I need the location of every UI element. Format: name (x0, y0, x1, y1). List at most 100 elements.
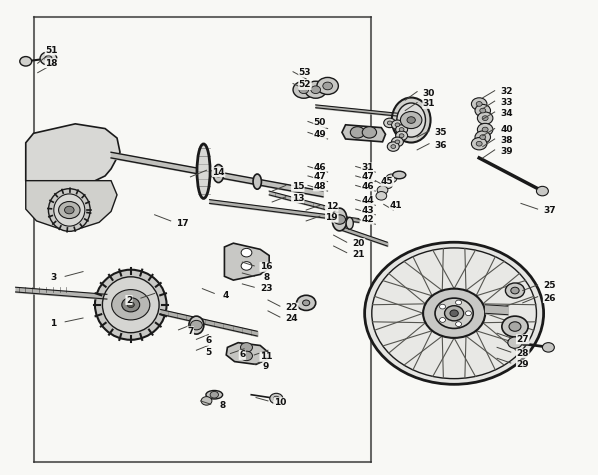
Text: 31: 31 (423, 99, 435, 108)
Text: 53: 53 (299, 68, 311, 77)
Text: 31: 31 (361, 163, 374, 172)
Circle shape (112, 290, 150, 320)
Ellipse shape (189, 316, 204, 334)
Circle shape (392, 120, 404, 130)
Circle shape (477, 124, 493, 136)
Circle shape (536, 186, 548, 196)
Text: 8: 8 (219, 401, 226, 410)
Text: 24: 24 (285, 314, 298, 323)
Text: 46: 46 (361, 182, 374, 191)
Circle shape (477, 112, 493, 124)
Circle shape (475, 104, 490, 117)
Text: 45: 45 (381, 177, 393, 186)
Circle shape (241, 262, 252, 270)
Text: 39: 39 (501, 147, 513, 156)
Circle shape (396, 125, 408, 134)
Circle shape (311, 86, 321, 94)
Circle shape (440, 318, 446, 323)
Polygon shape (226, 342, 268, 364)
Text: 15: 15 (292, 182, 304, 191)
Circle shape (305, 81, 327, 98)
Text: 3: 3 (50, 273, 56, 282)
Circle shape (240, 342, 252, 352)
Circle shape (376, 191, 387, 200)
Text: 13: 13 (292, 194, 304, 203)
Text: 20: 20 (352, 238, 365, 247)
Circle shape (270, 393, 283, 404)
Text: 8: 8 (263, 273, 269, 282)
Circle shape (384, 118, 396, 128)
Circle shape (465, 311, 471, 316)
Circle shape (388, 142, 399, 152)
Circle shape (444, 306, 463, 321)
Circle shape (435, 298, 473, 328)
Text: 17: 17 (176, 219, 189, 228)
Circle shape (475, 131, 490, 143)
Circle shape (190, 320, 202, 330)
Circle shape (297, 295, 316, 311)
Circle shape (372, 248, 536, 379)
Circle shape (201, 397, 212, 405)
Text: 28: 28 (517, 349, 529, 358)
Text: 30: 30 (423, 88, 435, 97)
Ellipse shape (253, 174, 261, 189)
Text: 6: 6 (205, 336, 212, 345)
Polygon shape (26, 124, 120, 195)
Circle shape (382, 180, 393, 189)
Ellipse shape (397, 103, 426, 137)
Circle shape (396, 131, 408, 141)
Circle shape (127, 302, 135, 308)
Circle shape (317, 77, 338, 95)
Circle shape (456, 322, 462, 326)
Text: 12: 12 (325, 202, 338, 211)
Text: 16: 16 (260, 262, 273, 271)
Circle shape (511, 287, 519, 294)
Text: 50: 50 (314, 118, 326, 127)
Text: 32: 32 (501, 87, 513, 96)
Text: 29: 29 (517, 360, 529, 369)
Circle shape (482, 116, 488, 121)
Text: 40: 40 (501, 125, 513, 134)
Circle shape (299, 86, 309, 94)
Circle shape (480, 108, 486, 113)
Ellipse shape (332, 208, 347, 231)
Text: 9: 9 (263, 362, 269, 371)
Circle shape (303, 300, 310, 306)
Text: 23: 23 (260, 284, 273, 293)
Text: 34: 34 (501, 109, 513, 118)
Circle shape (293, 81, 315, 98)
Ellipse shape (48, 189, 90, 231)
Circle shape (240, 351, 252, 361)
Text: 44: 44 (361, 196, 374, 205)
Circle shape (210, 391, 218, 398)
Circle shape (401, 112, 422, 129)
Text: 14: 14 (212, 168, 225, 177)
Circle shape (407, 117, 416, 124)
Circle shape (502, 316, 528, 337)
Text: 51: 51 (45, 46, 57, 55)
Circle shape (509, 322, 521, 331)
Text: 46: 46 (313, 163, 326, 172)
Polygon shape (224, 243, 269, 280)
Text: 2: 2 (126, 295, 132, 304)
Text: 1: 1 (50, 319, 56, 328)
Text: 7: 7 (187, 327, 194, 336)
Text: 4: 4 (223, 291, 230, 300)
Circle shape (542, 342, 554, 352)
Text: 25: 25 (544, 281, 556, 290)
Text: 10: 10 (274, 398, 286, 407)
Circle shape (505, 283, 524, 298)
Circle shape (388, 121, 392, 125)
Circle shape (362, 127, 377, 138)
Circle shape (65, 206, 74, 214)
Text: 47: 47 (361, 172, 374, 181)
Ellipse shape (213, 164, 224, 182)
Ellipse shape (206, 390, 222, 399)
Circle shape (476, 142, 482, 146)
Ellipse shape (54, 194, 85, 226)
Circle shape (45, 56, 52, 61)
Circle shape (122, 298, 140, 312)
Text: 47: 47 (313, 172, 327, 181)
Circle shape (450, 310, 458, 317)
Text: 19: 19 (325, 213, 338, 222)
